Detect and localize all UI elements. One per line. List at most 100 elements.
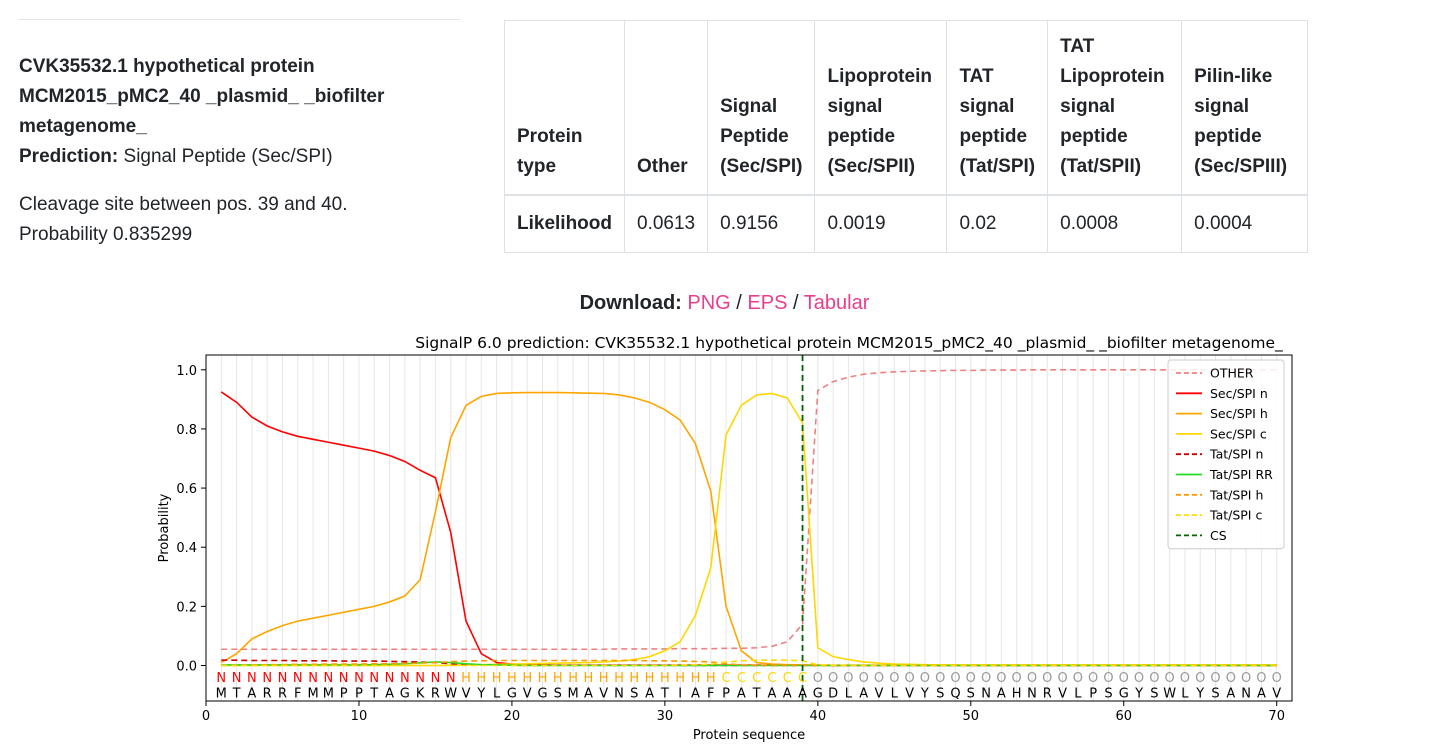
residue-label: A [1226,686,1235,701]
residue-label: L [493,686,501,701]
region-label: N [369,671,379,686]
download-png-link[interactable]: PNG [687,292,731,314]
residue-label: G [400,686,410,701]
region-label: H [629,671,639,686]
x-tick-label: 70 [1268,709,1285,724]
y-tick-label: 0.0 [176,660,197,675]
residue-label: L [1181,686,1189,701]
download-tabular-link[interactable]: Tabular [803,292,870,314]
likelihood-sec-spi: 0.9156 [707,194,816,253]
residue-label: H [1012,686,1022,701]
download-eps-link[interactable]: EPS [747,292,788,314]
cleavage-probability-text: Probability 0.835299 [19,224,193,245]
region-label: O [1165,671,1175,686]
top-divider [19,19,460,20]
residue-label: Y [476,686,485,701]
residue-label: L [1074,686,1082,701]
region-label: N [415,671,425,686]
region-label: C [767,671,776,686]
region-label: O [889,671,899,686]
residue-label: A [783,686,792,701]
chart-title: SignalP 6.0 prediction: CVK35532.1 hypot… [415,334,1283,353]
region-label: C [798,671,807,686]
x-tick-label: 30 [657,709,674,724]
residue-label: L [845,686,853,701]
region-label: H [568,671,578,686]
region-label: N [308,671,318,686]
legend-entry: Sec/SPI c [1210,426,1267,441]
series-line-tat-spi-h [221,659,1277,667]
series-line-tat-spi-n [221,659,1277,667]
prediction-line: Prediction: Signal Peptide (Sec/SPI) [19,142,489,172]
table-row: Likelihood 0.0613 0.9156 0.0019 0.02 0.0… [504,194,1309,253]
x-tick-label: 10 [351,709,368,724]
region-label: H [507,671,517,686]
region-label: H [675,671,685,686]
region-label: O [843,671,853,686]
region-label: H [553,671,563,686]
residue-label: M [216,686,227,701]
region-label: H [461,671,471,686]
region-label: H [476,671,486,686]
region-label: O [1119,671,1129,686]
residue-label: A [645,686,654,701]
region-label: C [722,671,731,686]
y-tick-label: 0.4 [176,541,197,556]
plot-frame [205,354,1293,702]
region-label: O [1134,671,1144,686]
download-bar: Download: PNG / EPS / Tabular [0,292,1449,315]
region-label: O [1103,671,1113,686]
download-separator: / [793,292,799,314]
legend-entry: CS [1210,528,1227,543]
protein-header: CVK35532.1 hypothetical protein MCM2015_… [19,56,385,137]
region-label: O [1027,671,1037,686]
cleavage-site-text: Cleavage site between pos. 39 and 40. [19,194,348,215]
region-label: H [538,671,548,686]
residue-label: G [813,686,823,701]
residue-label: S [936,686,944,701]
residue-label: I [678,686,682,701]
residue-label: P [1089,686,1097,701]
y-tick-label: 0.6 [176,482,197,497]
residue-label: W [444,686,457,701]
region-label: O [1180,671,1190,686]
region-label: H [614,671,624,686]
header-sec-spiii: Pilin-like signal peptide (Sec/SPIII) [1181,20,1309,196]
region-label: H [660,671,670,686]
residue-label: N [1241,686,1251,701]
region-label: O [935,671,945,686]
residue-label: G [1119,686,1129,701]
series-line-sec-spi-n [220,391,1277,667]
region-label: H [706,671,716,686]
series-line-tat-spi-c [221,659,1277,667]
region-label: O [1226,671,1236,686]
header-sec-spii: Lipoprotein signal peptide (Sec/SPII) [814,20,948,196]
region-label: N [323,671,333,686]
legend-entry: Tat/SPI h [1209,487,1263,502]
residue-label: R [1043,686,1052,701]
residue-label: A [1257,686,1266,701]
residue-label: K [416,686,425,701]
region-label: N [354,671,364,686]
region-label: O [1210,671,1220,686]
residue-label: V [523,686,532,701]
legend-entry: OTHER [1210,366,1254,381]
residue-label: F [294,686,301,701]
likelihood-tat-spi: 0.02 [946,194,1049,253]
residue-label: Y [1195,686,1204,701]
region-label: O [1195,671,1205,686]
header-tat-spii: TAT Lipoprotein signal peptide (Tat/SPII… [1047,20,1183,196]
region-label: O [859,671,869,686]
x-tick-label: 60 [1115,709,1132,724]
region-label: N [232,671,242,686]
residue-label: A [859,686,868,701]
y-tick-label: 0.2 [176,600,197,615]
region-label: O [1241,671,1251,686]
series-line-tat-spi-rr [221,661,1277,667]
residue-label: Q [950,686,960,701]
residue-label: V [875,686,884,701]
residue-label: S [554,686,562,701]
x-axis: 0 10 20 30 40 50 60 70 [202,701,1285,724]
residue-label: T [232,686,241,701]
residue-label: A [385,686,394,701]
